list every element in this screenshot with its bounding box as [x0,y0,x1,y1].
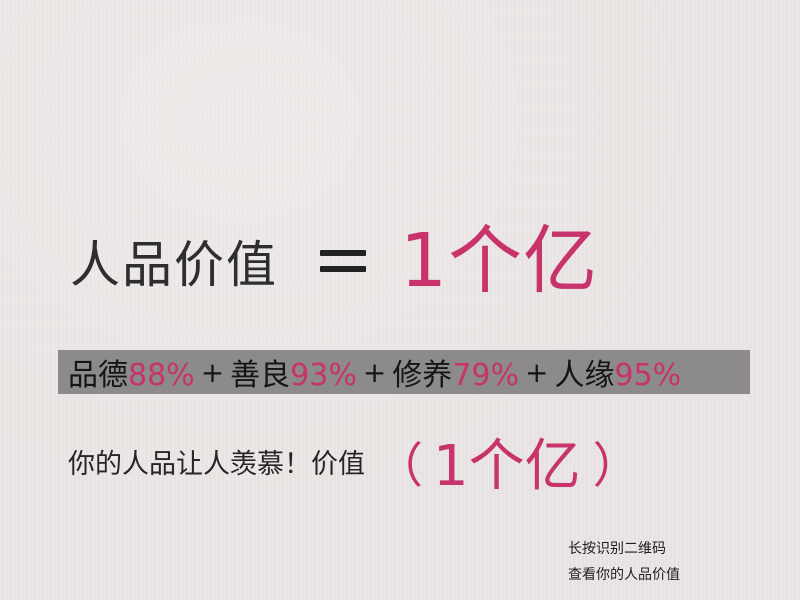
qr-hint-line: 长按识别二维码 [568,541,666,557]
equals-icon [320,248,366,274]
plus-separator: + [525,355,549,389]
headline: 人品价值 1个亿 [70,216,598,306]
stats-band: 品德 88% + 善良 93% + 修养 79% + 人缘 95% [58,350,750,394]
stat-label: 修养 [392,358,453,393]
stat-label: 善良 [230,358,291,393]
stat-value: 79% [452,358,519,393]
stat-value: 93% [290,358,357,393]
stat-value: 88% [128,358,195,393]
stat-item: 人缘 95% [554,350,681,394]
close-paren: ） [592,438,641,494]
plus-separator: + [362,355,387,389]
qr-hint-line: 查看你的人品价值 [568,567,680,583]
tagline: 你的人品让人羡慕！价值 （ 1个亿 ） [68,426,641,499]
stat-item: 品德 88% [68,350,195,394]
stat-item: 修养 79% [392,350,519,394]
tagline-value: 1个亿 [433,433,581,499]
stat-value: 95% [614,358,682,393]
plus-separator: + [200,355,225,389]
stat-label: 人缘 [554,358,615,393]
stat-item: 善良 93% [230,350,357,394]
tagline-text: 你的人品让人羡慕！价值 [68,448,365,480]
headline-label: 人品价值 [70,236,278,294]
qr-hint: 长按识别二维码 查看你的人品价值 [568,536,788,588]
stat-label: 品德 [68,358,128,393]
headline-value: 1个亿 [400,218,599,304]
open-paren: （ [375,438,424,494]
